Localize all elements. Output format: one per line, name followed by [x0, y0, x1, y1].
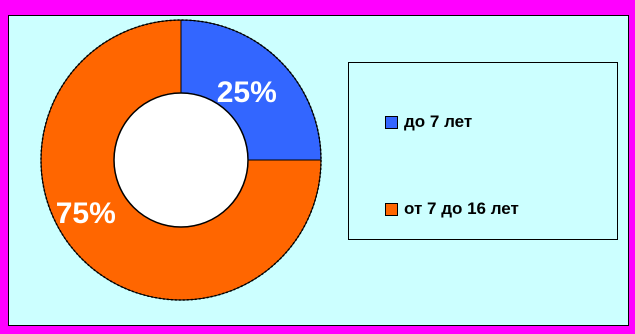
chart-area: 25% 75% до 7 лет от 7 до 16 лет [8, 15, 629, 326]
legend-swatch-1 [385, 202, 398, 216]
donut-hole [113, 92, 249, 228]
legend-label-1: от 7 до 16 лет [404, 199, 519, 218]
legend: до 7 лет от 7 до 16 лет [348, 62, 618, 240]
legend-label-0: до 7 лет [404, 112, 473, 131]
donut-chart: 25% 75% [40, 19, 322, 301]
data-label-0: 25% [217, 76, 277, 109]
data-label-1: 75% [56, 197, 116, 230]
legend-item-0: до 7 лет [385, 112, 472, 132]
legend-swatch-0 [385, 115, 398, 129]
legend-item-1: от 7 до 16 лет [385, 199, 519, 219]
donut-outer-ring [40, 19, 322, 301]
